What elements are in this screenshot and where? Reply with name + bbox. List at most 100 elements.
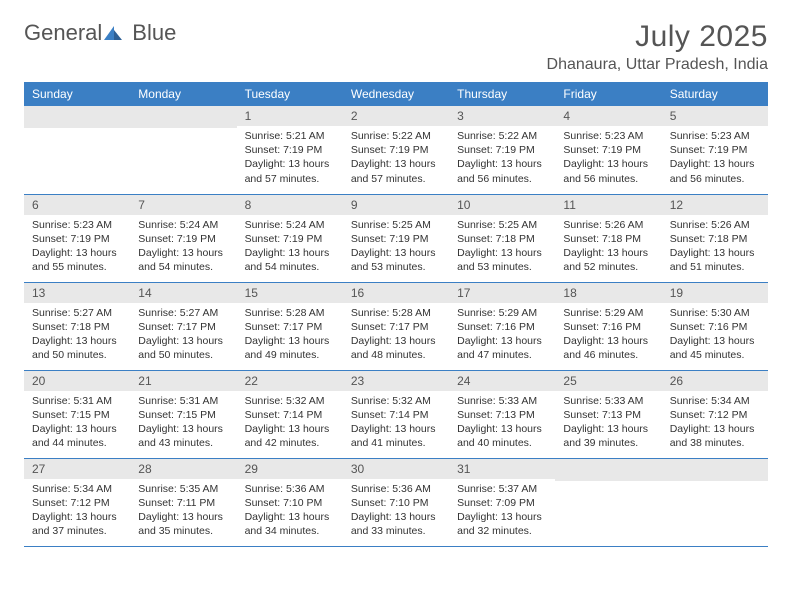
calendar-day-cell: 26Sunrise: 5:34 AMSunset: 7:12 PMDayligh…: [662, 370, 768, 458]
daylight-label: Daylight:: [563, 423, 604, 435]
sunset-value: 7:19 PM: [283, 144, 322, 156]
sunset-value: 7:17 PM: [389, 321, 428, 333]
day-content: Sunrise: 5:35 AMSunset: 7:11 PMDaylight:…: [130, 479, 236, 545]
sunset-label: Sunset:: [351, 497, 387, 509]
sunrise-label: Sunrise:: [245, 130, 284, 142]
header: General Blue July 2025 Dhanaura, Uttar P…: [24, 20, 768, 74]
daylight-label: Daylight:: [670, 423, 711, 435]
sunset-value: 7:10 PM: [283, 497, 322, 509]
logo-text-2: Blue: [132, 20, 176, 46]
sunset-label: Sunset:: [670, 144, 706, 156]
empty-day-header: [130, 106, 236, 128]
daylight-label: Daylight:: [670, 335, 711, 347]
sunrise-value: 5:30 AM: [711, 307, 750, 319]
daylight-label: Daylight:: [351, 511, 392, 523]
calendar-table: SundayMondayTuesdayWednesdayThursdayFrid…: [24, 82, 768, 547]
day-content: Sunrise: 5:26 AMSunset: 7:18 PMDaylight:…: [555, 215, 661, 281]
sunrise-value: 5:37 AM: [499, 483, 538, 495]
weekday-header: Thursday: [449, 82, 555, 106]
sunset-label: Sunset:: [138, 409, 174, 421]
sunset-value: 7:19 PM: [389, 233, 428, 245]
sunset-value: 7:18 PM: [496, 233, 535, 245]
sunset-value: 7:14 PM: [389, 409, 428, 421]
sunrise-value: 5:21 AM: [286, 130, 325, 142]
day-content: Sunrise: 5:32 AMSunset: 7:14 PMDaylight:…: [237, 391, 343, 457]
sunrise-value: 5:24 AM: [180, 219, 219, 231]
weekday-header: Wednesday: [343, 82, 449, 106]
weekday-header: Saturday: [662, 82, 768, 106]
day-number: 8: [237, 195, 343, 215]
sunset-value: 7:19 PM: [708, 144, 747, 156]
calendar-day-cell: 23Sunrise: 5:32 AMSunset: 7:14 PMDayligh…: [343, 370, 449, 458]
day-number: 16: [343, 283, 449, 303]
sunset-label: Sunset:: [351, 144, 387, 156]
day-content: Sunrise: 5:28 AMSunset: 7:17 PMDaylight:…: [343, 303, 449, 369]
daylight-label: Daylight:: [138, 511, 179, 523]
sunrise-label: Sunrise:: [351, 395, 390, 407]
day-number: 7: [130, 195, 236, 215]
calendar-day-cell: 30Sunrise: 5:36 AMSunset: 7:10 PMDayligh…: [343, 458, 449, 546]
daylight-label: Daylight:: [245, 511, 286, 523]
sunset-label: Sunset:: [138, 321, 174, 333]
sunset-label: Sunset:: [670, 233, 706, 245]
calendar-day-cell: 19Sunrise: 5:30 AMSunset: 7:16 PMDayligh…: [662, 282, 768, 370]
calendar-day-cell: 22Sunrise: 5:32 AMSunset: 7:14 PMDayligh…: [237, 370, 343, 458]
day-number: 13: [24, 283, 130, 303]
day-content: Sunrise: 5:27 AMSunset: 7:18 PMDaylight:…: [24, 303, 130, 369]
empty-day-header: [662, 459, 768, 481]
weekday-header: Monday: [130, 82, 236, 106]
calendar-day-cell: 4Sunrise: 5:23 AMSunset: 7:19 PMDaylight…: [555, 106, 661, 194]
calendar-day-cell: 14Sunrise: 5:27 AMSunset: 7:17 PMDayligh…: [130, 282, 236, 370]
sunrise-label: Sunrise:: [245, 307, 284, 319]
daylight-label: Daylight:: [457, 511, 498, 523]
sunrise-label: Sunrise:: [351, 130, 390, 142]
day-number: 30: [343, 459, 449, 479]
calendar-day-cell: 1Sunrise: 5:21 AMSunset: 7:19 PMDaylight…: [237, 106, 343, 194]
sunrise-label: Sunrise:: [563, 130, 602, 142]
daylight-label: Daylight:: [245, 158, 286, 170]
calendar-week-row: 13Sunrise: 5:27 AMSunset: 7:18 PMDayligh…: [24, 282, 768, 370]
sunset-label: Sunset:: [245, 409, 281, 421]
sunset-label: Sunset:: [457, 233, 493, 245]
sunrise-label: Sunrise:: [457, 219, 496, 231]
sunset-value: 7:19 PM: [389, 144, 428, 156]
sunrise-value: 5:28 AM: [286, 307, 325, 319]
daylight-label: Daylight:: [351, 335, 392, 347]
calendar-day-cell: 6Sunrise: 5:23 AMSunset: 7:19 PMDaylight…: [24, 194, 130, 282]
day-number: 6: [24, 195, 130, 215]
day-content: Sunrise: 5:31 AMSunset: 7:15 PMDaylight:…: [24, 391, 130, 457]
sunrise-value: 5:26 AM: [605, 219, 644, 231]
calendar-day-cell: [130, 106, 236, 194]
sunrise-label: Sunrise:: [457, 130, 496, 142]
sunrise-label: Sunrise:: [457, 307, 496, 319]
day-content: Sunrise: 5:34 AMSunset: 7:12 PMDaylight:…: [24, 479, 130, 545]
weekday-header: Friday: [555, 82, 661, 106]
daylight-label: Daylight:: [563, 335, 604, 347]
sunset-value: 7:17 PM: [177, 321, 216, 333]
sunset-value: 7:16 PM: [496, 321, 535, 333]
calendar-day-cell: 16Sunrise: 5:28 AMSunset: 7:17 PMDayligh…: [343, 282, 449, 370]
day-content: Sunrise: 5:29 AMSunset: 7:16 PMDaylight:…: [555, 303, 661, 369]
sunset-value: 7:16 PM: [708, 321, 747, 333]
day-content: Sunrise: 5:34 AMSunset: 7:12 PMDaylight:…: [662, 391, 768, 457]
day-content: Sunrise: 5:37 AMSunset: 7:09 PMDaylight:…: [449, 479, 555, 545]
calendar-day-cell: 31Sunrise: 5:37 AMSunset: 7:09 PMDayligh…: [449, 458, 555, 546]
day-number: 22: [237, 371, 343, 391]
sunrise-value: 5:33 AM: [605, 395, 644, 407]
sunrise-value: 5:31 AM: [180, 395, 219, 407]
day-number: 26: [662, 371, 768, 391]
weekday-header: Tuesday: [237, 82, 343, 106]
day-number: 2: [343, 106, 449, 126]
sunset-label: Sunset:: [245, 321, 281, 333]
daylight-label: Daylight:: [32, 423, 73, 435]
sunrise-label: Sunrise:: [245, 219, 284, 231]
day-content: Sunrise: 5:30 AMSunset: 7:16 PMDaylight:…: [662, 303, 768, 369]
sunrise-label: Sunrise:: [563, 395, 602, 407]
empty-day-header: [24, 106, 130, 128]
day-content: Sunrise: 5:25 AMSunset: 7:18 PMDaylight:…: [449, 215, 555, 281]
sunset-label: Sunset:: [563, 409, 599, 421]
sunrise-label: Sunrise:: [563, 307, 602, 319]
daylight-label: Daylight:: [245, 247, 286, 259]
day-content: Sunrise: 5:27 AMSunset: 7:17 PMDaylight:…: [130, 303, 236, 369]
sunset-label: Sunset:: [670, 409, 706, 421]
